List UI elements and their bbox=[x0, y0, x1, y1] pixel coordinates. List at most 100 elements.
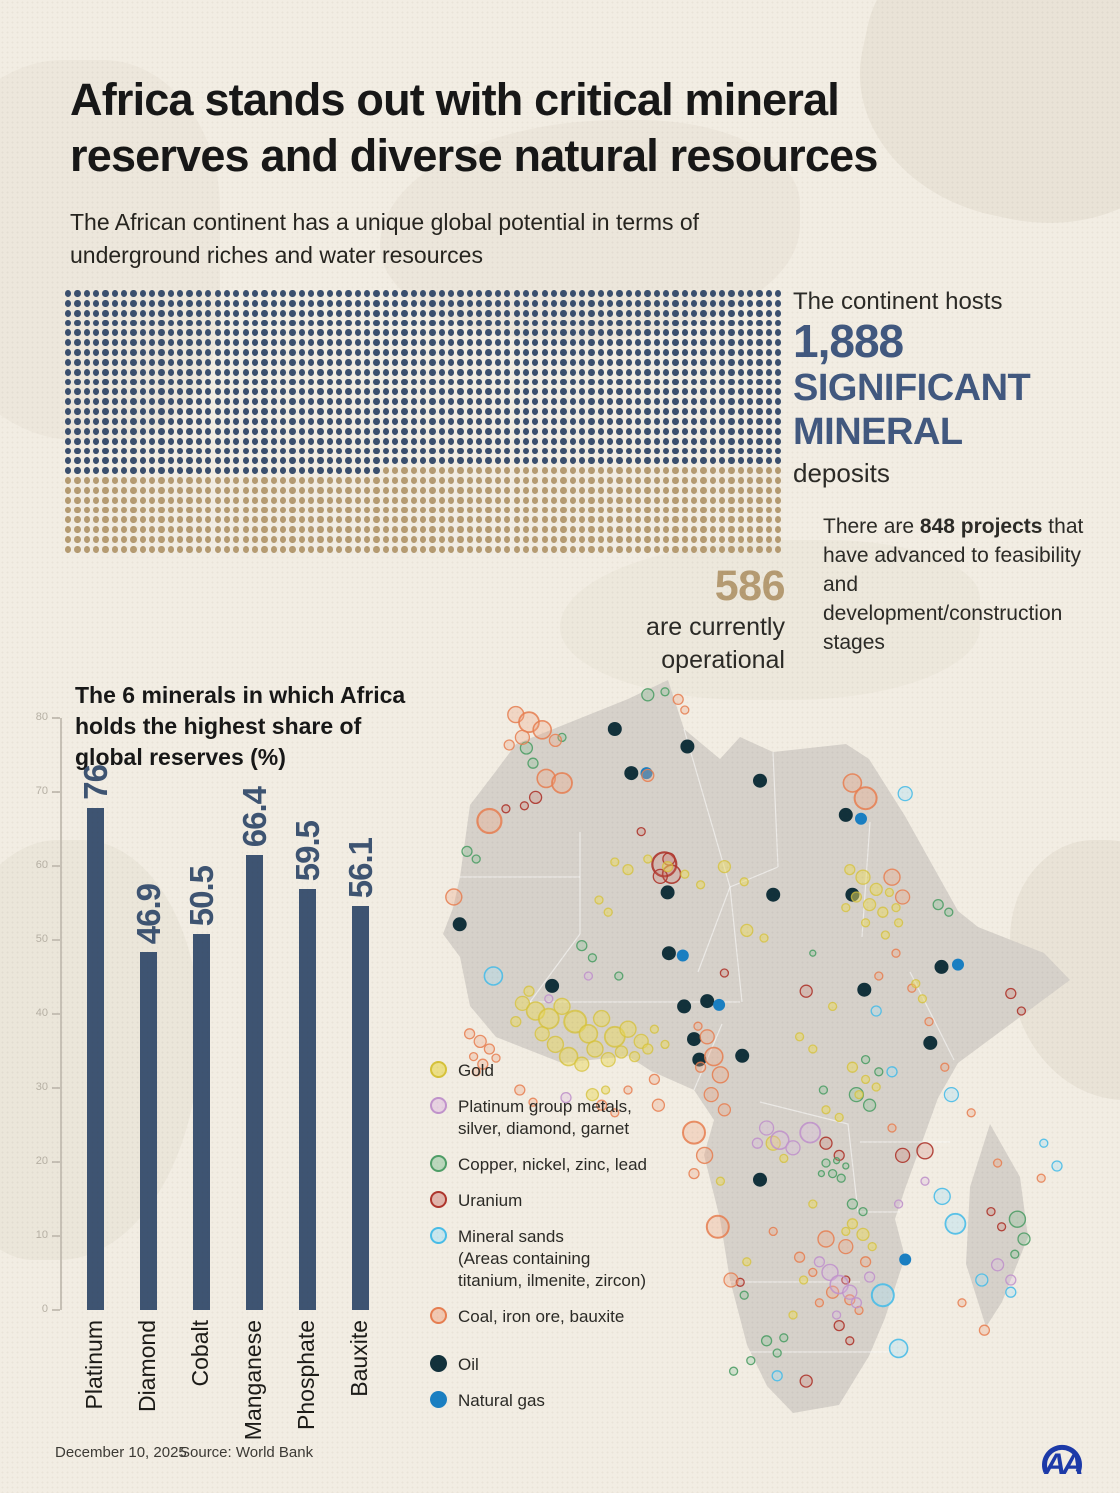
deposit-dot-total bbox=[205, 378, 212, 386]
deposit-dot-total bbox=[382, 329, 389, 337]
deposit-dot-total bbox=[522, 388, 530, 396]
deposit-dot-total bbox=[335, 417, 343, 425]
coal-iron-ore-bauxite-legend-icon bbox=[430, 1307, 447, 1324]
deposit-dot-total bbox=[504, 349, 511, 356]
deposit-dot-operational bbox=[616, 506, 623, 514]
gold-marker bbox=[808, 1199, 818, 1209]
deposit-dot-total bbox=[335, 408, 343, 416]
deposit-dot-operational bbox=[326, 545, 333, 553]
deposit-dot-operational bbox=[298, 506, 305, 514]
platinum-group-marker bbox=[990, 1258, 1005, 1272]
deposit-dot-operational bbox=[139, 516, 147, 524]
gold-marker bbox=[717, 859, 732, 874]
deposit-dot-total bbox=[775, 408, 782, 416]
copper-nickel-zinc-lead-marker bbox=[836, 1173, 846, 1183]
y-axis-tick-label: 20 bbox=[35, 1155, 48, 1167]
deposit-dot-total bbox=[476, 368, 483, 376]
oil-marker bbox=[838, 807, 853, 822]
deposit-dot-total bbox=[719, 457, 726, 465]
deposit-dot-operational bbox=[121, 536, 128, 543]
deposit-dot-total bbox=[420, 398, 427, 406]
deposit-dot-total bbox=[130, 319, 137, 327]
deposit-dot-total bbox=[214, 290, 221, 297]
deposit-dot-total bbox=[476, 299, 483, 307]
deposit-dot-total bbox=[158, 398, 165, 406]
deposit-dot-total bbox=[775, 329, 782, 337]
deposit-dot-operational bbox=[279, 516, 287, 524]
deposit-dot-total bbox=[149, 299, 156, 307]
deposit-dot-total bbox=[653, 427, 660, 435]
deposit-dot-operational bbox=[532, 545, 539, 553]
deposit-dot-operational bbox=[747, 467, 754, 475]
deposit-dot-total bbox=[251, 378, 259, 386]
deposit-dot-operational bbox=[681, 486, 688, 494]
deposit-dot-total bbox=[597, 388, 604, 396]
deposit-dot-total bbox=[279, 398, 287, 406]
deposit-dot-total bbox=[130, 447, 137, 455]
deposit-dot-total bbox=[242, 457, 249, 465]
deposit-dot-operational bbox=[121, 496, 128, 504]
deposit-dot-total bbox=[663, 290, 670, 297]
deposit-dot-total bbox=[102, 329, 109, 337]
deposit-dot-operational bbox=[625, 536, 632, 543]
deposit-dot-total bbox=[195, 358, 203, 366]
gold-marker bbox=[715, 1176, 726, 1186]
deposit-dot-total bbox=[634, 339, 642, 347]
deposit-dot-total bbox=[532, 398, 539, 406]
deposit-dot-operational bbox=[345, 526, 352, 534]
deposit-dot-operational bbox=[354, 506, 361, 514]
deposit-dot-total bbox=[719, 427, 726, 435]
deposit-dot-total bbox=[270, 447, 277, 455]
deposit-dot-total bbox=[429, 368, 436, 376]
deposit-dot-total bbox=[130, 437, 137, 445]
gold-marker bbox=[844, 863, 856, 876]
deposit-dot-total bbox=[289, 388, 296, 396]
deposit-dot-total bbox=[448, 358, 455, 366]
deposit-dot-operational bbox=[532, 467, 539, 475]
deposit-dot-operational bbox=[205, 506, 212, 514]
deposit-dot-total bbox=[261, 467, 268, 475]
deposit-dot-total bbox=[345, 358, 352, 366]
deposit-dot-total bbox=[373, 398, 380, 406]
deposit-dot-total bbox=[709, 437, 717, 445]
deposit-dot-total bbox=[747, 309, 754, 317]
deposit-dot-total bbox=[83, 309, 90, 317]
deposit-dot-operational bbox=[139, 526, 147, 534]
deposit-dot-operational bbox=[177, 516, 184, 524]
deposit-dot-total bbox=[335, 299, 343, 307]
deposit-dot-total bbox=[728, 309, 735, 317]
deposit-dot-total bbox=[747, 427, 754, 435]
deposit-dot-operational bbox=[756, 496, 763, 504]
legend-item-oil: Oil bbox=[430, 1354, 710, 1376]
uranium-marker bbox=[894, 1147, 911, 1164]
deposit-dot-operational bbox=[747, 545, 754, 553]
deposit-dot-total bbox=[195, 349, 203, 356]
deposit-dot-total bbox=[756, 368, 763, 376]
deposit-dot-operational bbox=[457, 516, 464, 524]
gold-marker bbox=[586, 1040, 604, 1058]
deposit-dot-total bbox=[93, 398, 100, 406]
gold-marker bbox=[578, 1023, 599, 1044]
deposit-dot-total bbox=[569, 398, 576, 406]
deposit-dot-total bbox=[373, 349, 380, 356]
deposit-dot-total bbox=[457, 368, 464, 376]
deposit-dot-total bbox=[476, 427, 483, 435]
deposit-dot-operational bbox=[401, 536, 408, 543]
deposit-dot-total bbox=[139, 319, 147, 327]
deposit-dot-operational bbox=[672, 477, 679, 484]
gold-marker bbox=[510, 1015, 522, 1028]
deposit-dot-total bbox=[504, 358, 511, 366]
deposit-dot-total bbox=[195, 388, 203, 396]
deposit-dot-total bbox=[335, 358, 343, 366]
deposit-dot-total bbox=[681, 427, 688, 435]
deposit-dot-total bbox=[392, 299, 399, 307]
deposit-dot-total bbox=[195, 368, 203, 376]
deposit-dot-total bbox=[541, 427, 548, 435]
deposit-dot-total bbox=[457, 437, 464, 445]
deposit-dot-total bbox=[410, 309, 418, 317]
gold-marker bbox=[740, 923, 754, 938]
platinum-group-marker bbox=[831, 1310, 842, 1320]
deposit-dot-total bbox=[121, 427, 128, 435]
deposit-dot-operational bbox=[177, 496, 184, 504]
deposit-dot-total bbox=[214, 319, 221, 327]
